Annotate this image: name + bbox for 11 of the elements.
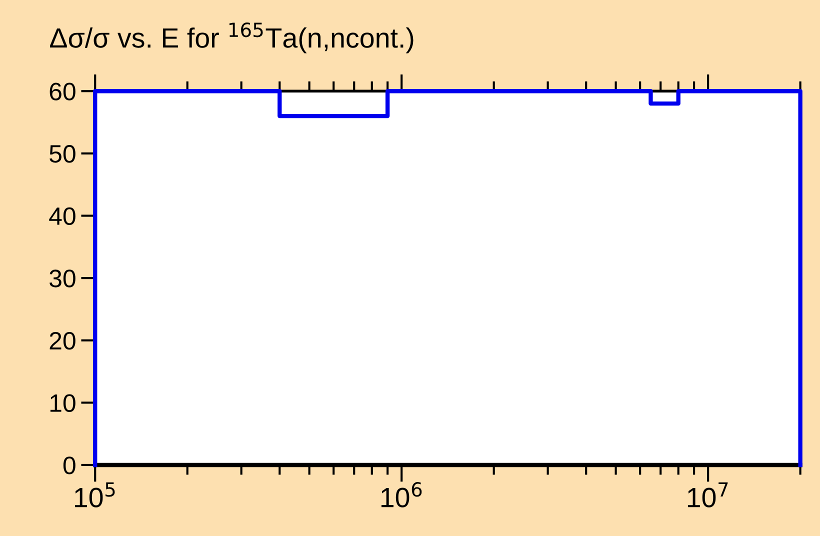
x-tick-label: 10$^{7}$: [688, 482, 728, 508]
y-tick-label: 30: [50, 270, 76, 288]
y-tick-label: 40: [49, 207, 76, 226]
y-tick-label: 20: [50, 332, 76, 350]
chart-title: Δσ/σ vs. E for $^{165}$Ta(n,ncont.): [50, 22, 414, 54]
x-tick-label: 10$^{6}$: [381, 482, 422, 508]
y-tick-label: 10: [50, 394, 76, 412]
y-tick-label: 60: [50, 82, 76, 100]
x-tick-label: 10$^{5}$: [75, 482, 115, 508]
y-tick-label: 50: [50, 145, 76, 163]
y-tick-label: 0: [63, 456, 76, 474]
